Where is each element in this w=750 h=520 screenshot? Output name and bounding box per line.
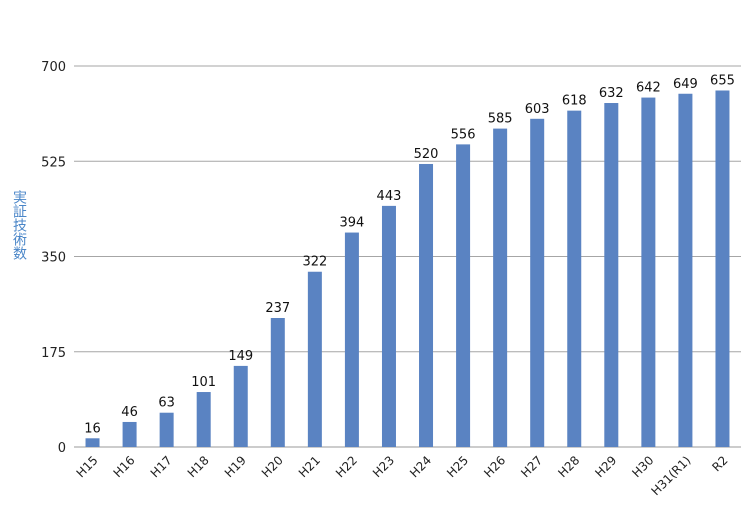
x-tick-labels: H15 H16 H17 H18 H19 H20 H21 H22 H23 H24 H25 H26 H27 H… (74, 453, 731, 498)
y-tick-labels: 0 175 350 525 700 (41, 60, 66, 456)
x-tick-label: H25 (444, 453, 471, 480)
bar (678, 93, 693, 447)
data-label: 649 (673, 77, 698, 92)
data-label: 394 (340, 216, 365, 231)
x-tick-label: H28 (555, 453, 582, 480)
x-tick-label: H17 (148, 453, 175, 480)
x-tick-label: H29 (592, 453, 619, 480)
bar (233, 365, 248, 447)
bar (196, 392, 211, 447)
bar (715, 90, 730, 447)
y-tick-label: 525 (41, 155, 66, 170)
x-tick-label: H30 (629, 453, 656, 480)
x-tick-label: H26 (481, 453, 508, 480)
x-tick-label: H31(R1) (649, 453, 694, 498)
data-label: 46 (121, 405, 138, 420)
bar (604, 103, 619, 448)
data-label: 149 (228, 349, 253, 364)
x-tick-label: H22 (333, 453, 360, 480)
y-tick-label: 700 (41, 60, 66, 75)
bar (530, 118, 545, 447)
bar (344, 232, 359, 447)
data-label: 237 (265, 301, 290, 316)
bar (270, 318, 285, 447)
data-labels: 16 46 63 101 149 237 322 394 443 520 556 585 603 618 6… (84, 73, 735, 436)
x-tick-label: H15 (74, 453, 101, 480)
bars (85, 90, 730, 448)
bar (493, 128, 508, 448)
y-axis-label: 実証技術数 (11, 190, 27, 260)
y-tick-label: 350 (41, 251, 66, 266)
data-label: 655 (710, 73, 735, 88)
bar (381, 205, 396, 447)
data-label: 556 (451, 127, 476, 142)
bar (567, 110, 582, 447)
data-label: 642 (636, 81, 661, 96)
bar (641, 97, 656, 447)
bar (159, 412, 174, 447)
bar (307, 271, 322, 447)
x-tick-label: H18 (185, 453, 212, 480)
y-tick-label: 175 (41, 346, 66, 361)
bar (456, 144, 471, 447)
data-label: 443 (377, 189, 402, 204)
data-label: 585 (488, 112, 513, 127)
bar (85, 438, 100, 447)
data-label: 632 (599, 86, 624, 101)
data-label: 322 (302, 255, 327, 270)
data-label: 101 (191, 375, 216, 390)
x-tick-label: H23 (370, 453, 397, 480)
bar (419, 163, 434, 447)
x-tick-label: H19 (222, 453, 249, 480)
data-label: 618 (562, 94, 587, 109)
data-label: 16 (84, 421, 101, 436)
gridlines (74, 65, 741, 448)
x-tick-label: R2 (709, 453, 730, 474)
x-tick-label: H24 (407, 453, 434, 480)
x-tick-label: H21 (296, 453, 323, 480)
data-label: 63 (158, 396, 175, 411)
x-tick-label: H20 (259, 453, 286, 480)
bar (122, 421, 137, 447)
data-label: 520 (414, 147, 439, 162)
y-tick-label: 0 (58, 441, 66, 456)
data-label: 603 (525, 102, 550, 117)
x-tick-label: H16 (111, 453, 138, 480)
x-tick-label: H27 (518, 453, 545, 480)
